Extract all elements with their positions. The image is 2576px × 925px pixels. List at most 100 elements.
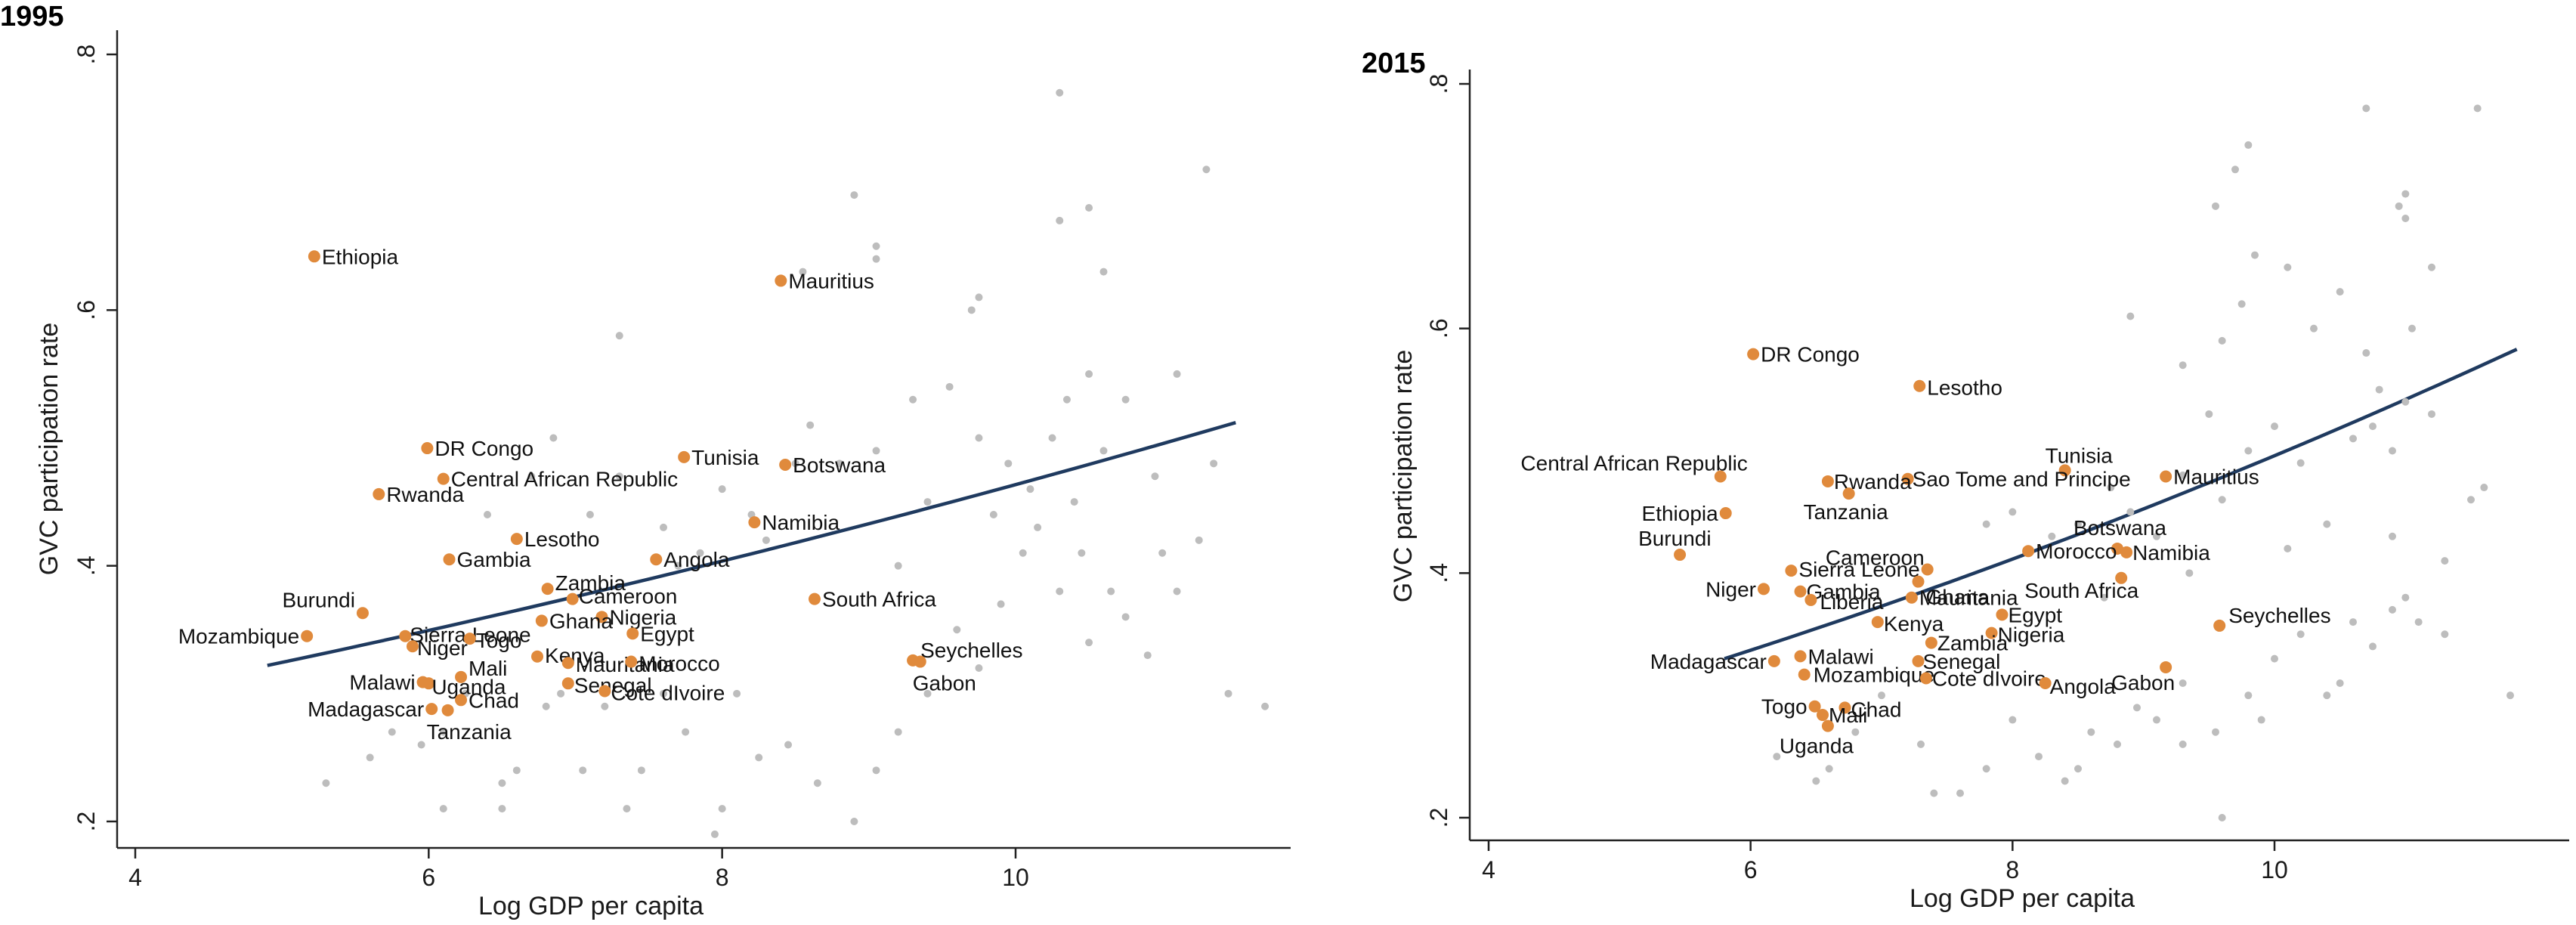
- point-label-egypt: Egypt: [2008, 603, 2062, 626]
- background-point: [2205, 410, 2213, 418]
- background-point: [2185, 569, 2194, 577]
- point-label-cameroon: Cameroon: [579, 585, 678, 608]
- background-point: [2100, 593, 2108, 602]
- y-tick-label-0.2: .2: [1425, 808, 1452, 828]
- point-madagascar: [1767, 654, 1780, 667]
- point-morocco: [2022, 545, 2035, 558]
- background-point: [872, 447, 880, 455]
- point-rwanda: [373, 487, 385, 500]
- point-egypt: [626, 627, 639, 640]
- point-label-liberia: Liberia: [1820, 590, 1883, 614]
- point-label-mauritius: Mauritius: [788, 269, 874, 292]
- background-point: [484, 511, 491, 518]
- point-nigeria: [595, 611, 608, 623]
- point-label-morocco: Morocco: [639, 652, 719, 676]
- panel-title-2015: 2015: [1362, 48, 1426, 79]
- y-axis-title-2015: GVC participation rate: [1389, 350, 1418, 603]
- background-point: [1107, 587, 1115, 596]
- background-point: [872, 766, 880, 775]
- background-point: [439, 728, 447, 736]
- background-point: [1048, 434, 1056, 442]
- point-label-ethiopia: Ethiopia: [322, 245, 399, 268]
- background-point: [2244, 447, 2253, 455]
- point-label-ghana: Ghana: [1926, 586, 1990, 609]
- background-point: [2401, 190, 2410, 198]
- background-point: [439, 805, 447, 813]
- background-point: [2414, 618, 2423, 626]
- x-tick-label-6: 6: [1744, 856, 1758, 883]
- background-point: [1151, 472, 1159, 481]
- background-point: [953, 626, 961, 634]
- point-label-kenya: Kenya: [1884, 612, 1944, 636]
- fitted-line-1995: [267, 421, 1236, 667]
- x-tick-label-4: 4: [1482, 856, 1495, 883]
- point-label-malawi: Malawi: [1808, 645, 1874, 668]
- background-point: [1056, 88, 1064, 97]
- y-tick-label-0.6: .6: [1425, 318, 1452, 339]
- background-point: [1099, 268, 1108, 276]
- background-point: [1851, 728, 1860, 736]
- background-point: [2107, 484, 2115, 492]
- background-point: [1224, 689, 1232, 698]
- background-point: [2323, 691, 2331, 700]
- point-label-angola: Angola: [2050, 675, 2117, 698]
- panel-title-1995: 1995: [0, 1, 64, 32]
- point-label-central-african-republic: Central African Republic: [1520, 451, 1747, 475]
- background-point: [2179, 740, 2187, 748]
- point-ethiopia: [308, 250, 320, 263]
- background-point: [2133, 704, 2141, 712]
- background-point: [2441, 630, 2449, 639]
- point-label-namibia: Namibia: [762, 511, 840, 534]
- point-label-nigeria: Nigeria: [1998, 623, 2065, 647]
- background-point: [366, 753, 374, 762]
- background-point: [2323, 520, 2331, 528]
- background-point: [2284, 544, 2292, 552]
- background-point: [850, 191, 858, 200]
- point-label-burundi: Burundi: [1638, 527, 1712, 550]
- point-seychelles: [2213, 619, 2226, 632]
- background-point: [799, 268, 807, 276]
- background-point: [1210, 459, 1218, 468]
- point-nigeria: [1985, 626, 1998, 639]
- point-label-ethiopia: Ethiopia: [1642, 502, 1719, 525]
- background-point: [388, 728, 396, 736]
- background-point: [579, 766, 587, 775]
- background-point: [2251, 251, 2259, 259]
- background-point: [2218, 496, 2226, 504]
- background-point: [2271, 654, 2278, 663]
- ticks-1995: 4 6 8 10 .2 .4 .6 .8: [73, 45, 1029, 891]
- background-point: [836, 459, 843, 468]
- point-mozambique: [301, 630, 314, 642]
- background-point: [2336, 288, 2344, 296]
- background-point: [755, 753, 763, 762]
- point-dr-congo: [421, 442, 434, 455]
- point-label-morocco: Morocco: [2036, 540, 2117, 563]
- point-label-mauritius: Mauritius: [2173, 465, 2259, 488]
- background-point: [586, 511, 594, 518]
- background-point: [1085, 204, 1093, 212]
- background-point: [2126, 508, 2135, 516]
- background-point: [527, 472, 536, 481]
- point-label-angola: Angola: [663, 548, 730, 571]
- background-point: [615, 332, 623, 340]
- background-point: [813, 779, 821, 787]
- background-point: [2074, 520, 2082, 528]
- point-namibia: [2120, 546, 2133, 558]
- point-morocco: [625, 655, 638, 668]
- point-kenya: [1871, 616, 1884, 629]
- point-label-tunisia: Tunisia: [2046, 444, 2114, 467]
- background-point: [2284, 263, 2292, 271]
- background-point: [2336, 679, 2344, 687]
- background-point: [2061, 777, 2069, 785]
- background-point: [615, 472, 623, 481]
- background-point: [1812, 777, 1820, 785]
- background-point: [637, 766, 645, 775]
- point-label-central-african-republic: Central African Republic: [451, 468, 678, 491]
- point-label-seychelles: Seychelles: [2228, 604, 2330, 627]
- point-label-chad: Chad: [469, 688, 519, 712]
- background-point: [710, 830, 719, 838]
- background-point: [2231, 166, 2239, 174]
- background-point: [784, 741, 793, 749]
- background-point: [1121, 613, 1130, 621]
- point-label-lesotho: Lesotho: [524, 527, 600, 551]
